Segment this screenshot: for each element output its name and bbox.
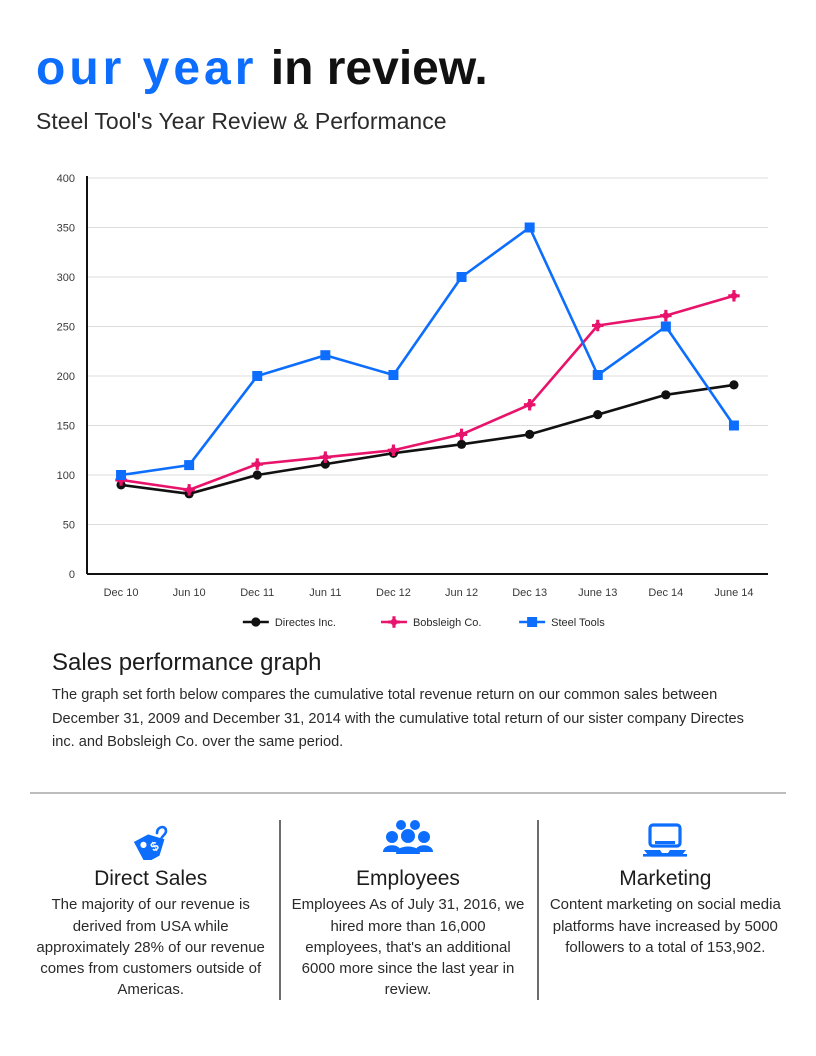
legend-item: Bobsleigh Co. <box>380 616 482 629</box>
series-line <box>119 226 736 477</box>
y-axis-tick-label: 150 <box>57 421 75 433</box>
data-point-marker-bar <box>664 309 668 322</box>
data-point-marker <box>593 410 603 420</box>
page-subtitle: Steel Tool's Year Review & Performance <box>36 108 447 135</box>
line-chart-svg: 0 50 100 150 200 250 300 350 400 Dec 10 Jun 10 Dec … <box>57 173 768 629</box>
legend-label: Bobsleigh Co. <box>413 617 482 629</box>
highlight-column-marketing: Marketing Content marketing on social me… <box>536 816 794 1012</box>
y-axis-tick-label: 300 <box>57 272 75 284</box>
series-steel-tools <box>116 222 739 480</box>
page-title-plain: in review. <box>257 42 488 95</box>
data-point-marker <box>184 460 195 471</box>
data-point-marker <box>388 370 399 381</box>
page-title: our year in review. <box>36 42 780 95</box>
x-axis-tick-label: Dec 12 <box>376 587 411 599</box>
x-axis-tick-label: Dec 14 <box>648 587 683 599</box>
highlight-column-employees: Employees Employees As of July 31, 2016,… <box>279 816 536 1012</box>
data-point-marker-bar <box>596 319 600 332</box>
data-point-marker-bar <box>323 451 327 463</box>
series-line <box>119 294 736 492</box>
x-axis-tick-label: Dec 13 <box>512 587 547 599</box>
highlight-text: The majority of our revenue is derived f… <box>36 896 265 999</box>
y-axis-tick-label: 100 <box>57 470 75 482</box>
highlight-title: Marketing <box>619 867 712 890</box>
data-point-marker-bar <box>392 616 396 628</box>
legend-item: Steel Tools <box>519 617 605 629</box>
x-axis-tick-label: Jun 12 <box>445 587 478 599</box>
laptop-icon <box>547 816 784 860</box>
highlight-text: Content marketing on social media platfo… <box>549 896 781 956</box>
y-axis-tick-label: 200 <box>57 371 75 383</box>
chart-description-heading: Sales performance graph <box>52 649 322 676</box>
highlight-columns: $ Direct Sales The majority of our reven… <box>22 816 794 1012</box>
data-point-marker <box>527 617 538 627</box>
price-tag-dollar-icon: $ <box>32 816 269 860</box>
y-axis-tick-label: 400 <box>57 173 75 185</box>
section-divider <box>30 792 786 794</box>
data-point-marker-bar <box>187 484 191 496</box>
data-point-marker <box>524 222 535 233</box>
x-axis-tick-label: Jun 11 <box>309 587 341 599</box>
data-point-marker <box>252 470 262 480</box>
data-point-marker-bar <box>391 444 396 456</box>
data-point-marker <box>456 439 467 449</box>
y-axis-tick-label: 250 <box>57 322 75 334</box>
chart-description: Sales performance graph The graph set fo… <box>52 648 752 755</box>
highlight-column-direct-sales: $ Direct Sales The majority of our reven… <box>22 816 279 1012</box>
page-header: our year in review. Steel Tool's Year Re… <box>36 42 780 136</box>
data-point-marker <box>320 350 331 361</box>
y-axis-tick-label: 350 <box>57 223 75 235</box>
data-point-marker <box>660 321 671 332</box>
legend-label: Steel Tools <box>551 617 605 629</box>
data-point-marker <box>320 459 330 469</box>
sales-performance-chart: 0 50 100 150 200 250 300 350 400 Dec 10 Jun 10 Dec … <box>0 168 816 638</box>
legend-item: Directes Inc. <box>242 617 336 629</box>
data-point-marker-bar <box>255 458 259 470</box>
legend-label: Directes Inc. <box>275 617 336 629</box>
x-axis-tick-label: June 13 <box>578 587 617 599</box>
data-point-marker <box>592 370 603 381</box>
data-point-marker-bar <box>459 428 464 441</box>
x-axis-tick-label: June 14 <box>714 587 753 599</box>
series-bobsleigh-co <box>115 290 740 496</box>
x-axis-tick-label: Jun 10 <box>173 587 206 599</box>
data-point-marker <box>661 390 671 400</box>
data-point-marker-bar <box>732 290 736 302</box>
page-title-accent: our year <box>36 42 258 95</box>
y-axis-tick-label: 0 <box>69 569 75 581</box>
x-axis-tick-label: Dec 10 <box>104 587 139 599</box>
data-point-marker-bar <box>528 398 532 411</box>
data-point-marker <box>729 380 739 390</box>
chart-description-body: The graph set forth below compares the c… <box>52 687 744 751</box>
data-point-marker <box>116 470 127 480</box>
series-line <box>119 383 736 496</box>
highlight-title: Employees <box>356 867 460 890</box>
chart-legend: Directes Inc. Bobsleigh Co. Steel Tools <box>242 616 605 629</box>
people-group-icon <box>289 816 526 860</box>
data-point-marker <box>525 429 535 440</box>
data-point-marker <box>251 617 261 627</box>
x-axis-tick-label: Dec 11 <box>240 587 274 599</box>
data-point-marker <box>728 420 739 431</box>
data-point-marker <box>252 371 263 381</box>
highlight-text: Employees As of July 31, 2016, we hired … <box>291 896 525 999</box>
data-point-marker <box>456 272 467 282</box>
highlight-title: Direct Sales <box>94 867 208 890</box>
y-axis-tick-label: 50 <box>63 520 75 532</box>
